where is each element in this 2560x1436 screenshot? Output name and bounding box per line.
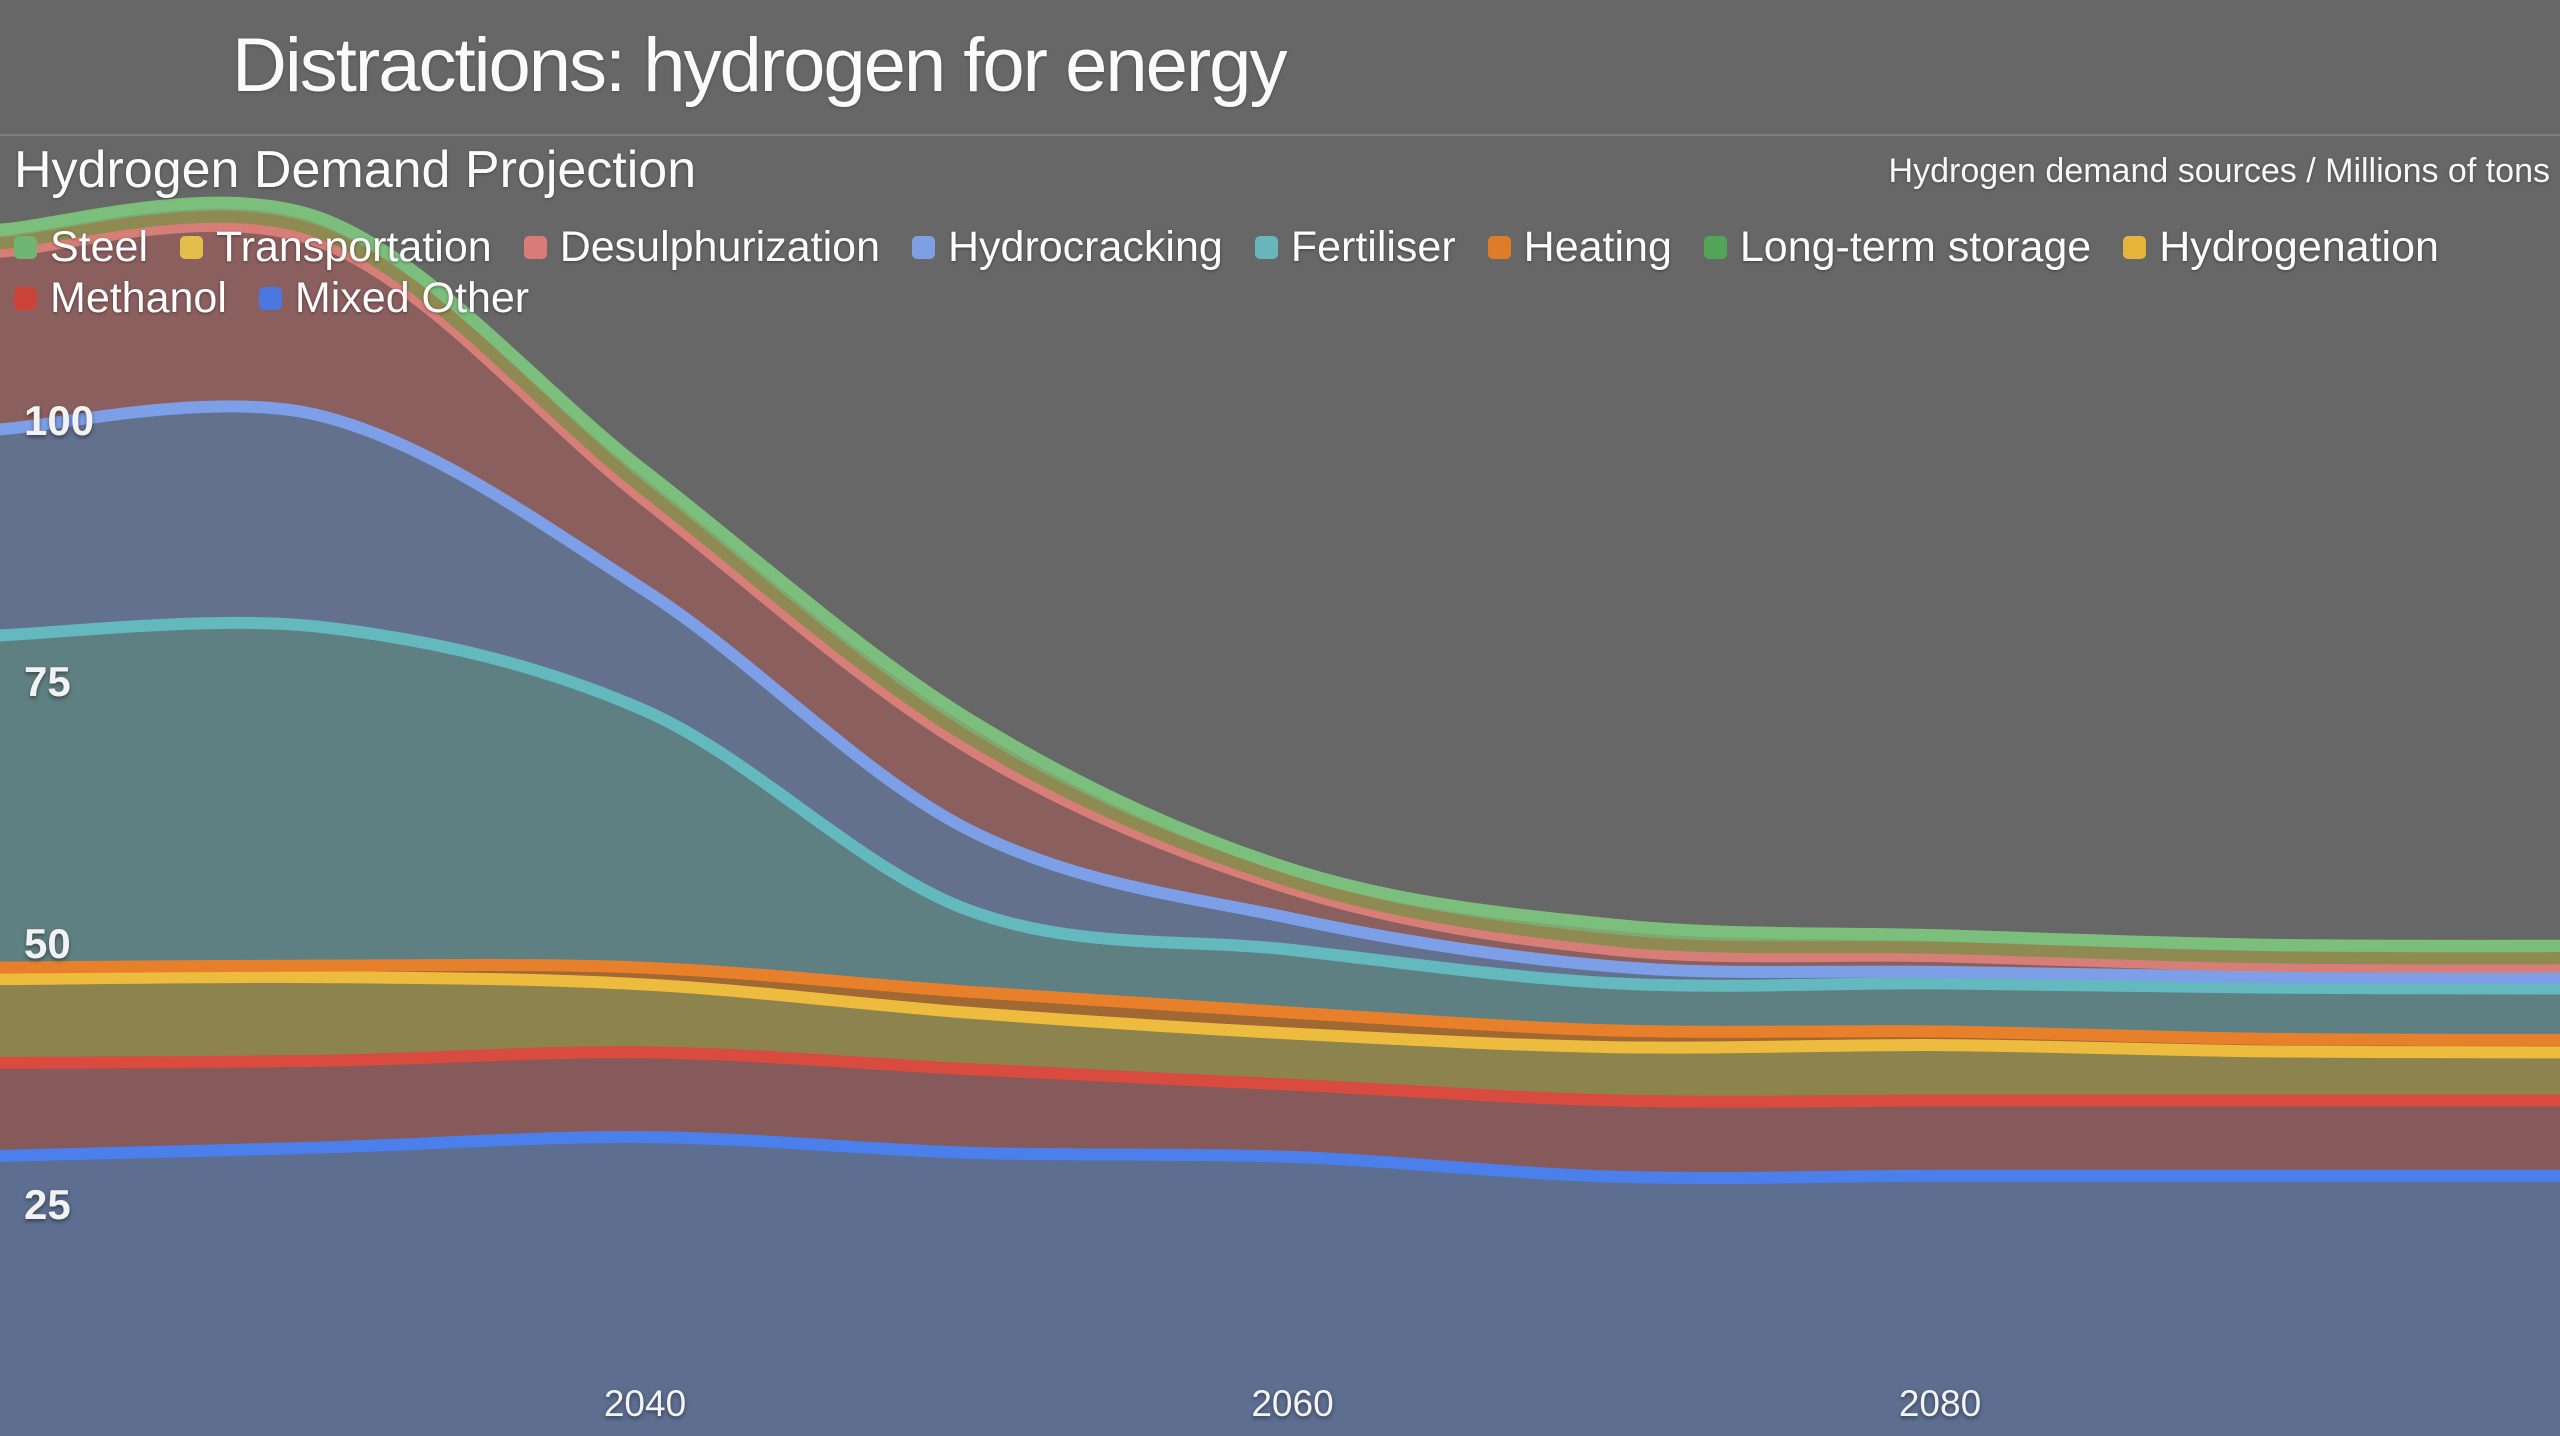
- header-divider: [0, 134, 2560, 136]
- legend-item-methanol[interactable]: Methanol: [14, 274, 227, 323]
- line-transportation: [0, 210, 2560, 965]
- legend-swatch-icon: [1487, 236, 1511, 259]
- y-axis-tick-75: 75: [24, 658, 71, 706]
- legend-item-steel[interactable]: Steel: [14, 223, 148, 272]
- legend-item-fertiliser[interactable]: Fertiliser: [1254, 223, 1456, 272]
- legend-item-label: Heating: [1523, 223, 1672, 271]
- line-mixed-other: [0, 1131, 2560, 1184]
- area-hydrocracking: [0, 406, 2560, 991]
- x-axis-tick-2060: 2060: [1251, 1383, 1334, 1424]
- legend-item-mixed-other[interactable]: Mixed Other: [258, 274, 530, 323]
- legend-swatch-icon: [1703, 236, 1727, 259]
- line-hydrogenation: [0, 970, 2560, 1059]
- legend-swatch-icon: [14, 236, 37, 259]
- legend-item-label: Hydrogenation: [2159, 223, 2439, 271]
- legend-swatch-icon: [2123, 236, 2147, 259]
- legend-item-label: Fertiliser: [1290, 223, 1456, 271]
- legend-swatch-icon: [14, 287, 37, 310]
- area-methanol: [0, 1052, 2560, 1180]
- legend-item-long-term-storage[interactable]: Long-term storage: [1703, 223, 2092, 272]
- line-methanol: [0, 1046, 2560, 1108]
- legend-item-label: Hydrocracking: [947, 223, 1223, 271]
- legend-item-label: Long-term storage: [1739, 223, 2092, 271]
- legend-item-hydrogenation[interactable]: Hydrogenation: [2123, 223, 2439, 272]
- legend-row: Steel Transportation Desulphurization Hydro…: [14, 222, 2554, 273]
- area-desulphurization: [0, 225, 2560, 980]
- legend-item-transportation[interactable]: Transportation: [180, 223, 492, 272]
- legend-item-heating[interactable]: Heating: [1487, 223, 1672, 272]
- legend-item-desulphurization[interactable]: Desulphurization: [523, 223, 880, 272]
- legend-swatch-icon: [180, 236, 204, 259]
- x-axis-tick-2080: 2080: [1898, 1383, 1982, 1424]
- legend-swatch-icon: [258, 287, 282, 310]
- legend-item-label: Transportation: [216, 223, 492, 271]
- chart-title: Hydrogen Demand Projection: [14, 141, 697, 199]
- area-mixed-other: [0, 1137, 2560, 1436]
- area-fertiliser: [0, 622, 2560, 1042]
- area-hydrogenation: [0, 976, 2560, 1104]
- line-fertiliser: [0, 616, 2560, 995]
- line-heating: [0, 959, 2560, 1046]
- legend-item-label: Methanol: [50, 274, 227, 322]
- chart-legend: Steel Transportation Desulphurization Hydro…: [14, 222, 2554, 324]
- chart-units-label: Hydrogen demand sources / Millions of to…: [1888, 152, 2550, 190]
- line-steel: [0, 196, 2560, 952]
- line-desulphurization: [0, 219, 2560, 973]
- y-axis-tick-100: 100: [24, 397, 95, 445]
- line-hydrocracking: [0, 400, 2560, 985]
- legend-row: Methanol Mixed Other: [14, 273, 2554, 324]
- legend-swatch-icon: [911, 236, 935, 259]
- legend-item-label: Steel: [50, 223, 149, 271]
- legend-item-label: Desulphurization: [559, 223, 880, 271]
- x-axis-tick-2040: 2040: [603, 1383, 687, 1424]
- legend-item-hydrocracking[interactable]: Hydrocracking: [911, 223, 1223, 272]
- legend-swatch-icon: [523, 236, 547, 259]
- y-axis-tick-50: 50: [24, 919, 71, 967]
- slide-title: Distractions: hydrogen for energy: [232, 23, 1287, 108]
- y-axis-tick-25: 25: [24, 1181, 71, 1228]
- legend-item-label: Mixed Other: [294, 274, 530, 322]
- legend-swatch-icon: [1254, 236, 1278, 259]
